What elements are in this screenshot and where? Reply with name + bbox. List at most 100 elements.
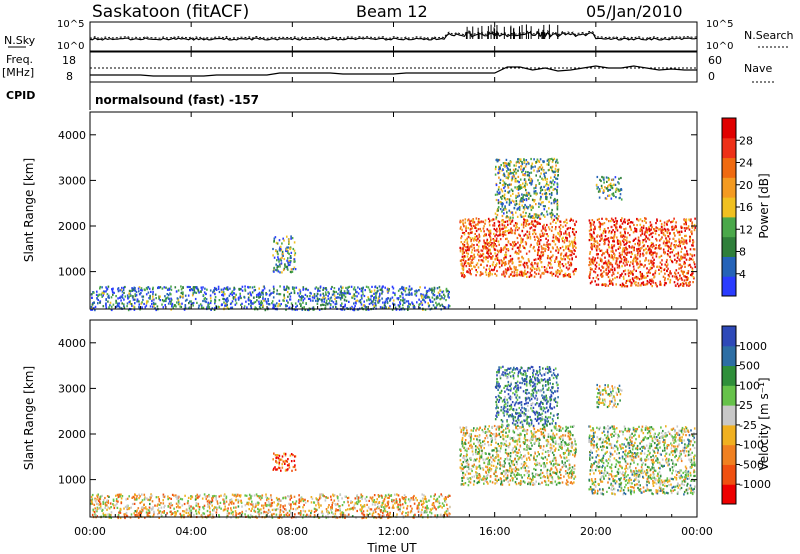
data-cell [525,219,527,223]
data-cell [182,286,184,289]
data-cell [140,510,143,513]
data-cell [622,270,625,273]
data-cell [319,495,321,498]
data-cell [462,243,464,246]
data-cell [646,267,648,270]
data-cell [667,245,669,248]
data-cell [381,504,383,507]
data-cell [129,302,132,305]
data-cell [635,284,637,287]
nsky-label: N.Sky [4,34,36,47]
data-cell [137,287,140,290]
cpid-text: normalsound (fast) -157 [95,93,259,107]
data-cell [647,271,650,274]
data-cell [471,227,474,230]
data-cell [402,307,404,310]
data-cell [503,272,505,275]
data-cell [496,256,499,259]
data-cell [460,262,463,265]
data-cell [275,249,277,252]
data-cell [679,274,681,277]
data-cell [478,259,480,262]
data-cell [670,244,672,247]
data-cell [565,254,567,257]
data-cell [599,222,601,225]
data-cell [96,507,99,510]
data-cell [628,240,630,243]
data-cell [542,205,545,208]
data-cell [572,270,575,273]
data-cell [108,507,111,510]
data-cell [512,245,514,248]
data-cell [610,220,612,223]
data-cell [660,247,662,250]
data-cell [517,158,519,161]
data-cell [688,258,691,261]
data-cell [530,178,533,181]
data-cell [680,267,682,270]
data-cell [422,511,425,514]
data-cell [654,271,656,274]
data-cell [300,510,302,513]
data-cell [293,288,295,291]
data-cell [374,508,376,511]
data-cell [222,288,225,291]
data-cell [508,203,511,206]
data-cell [534,267,536,270]
data-cell [542,254,544,257]
data-cell [666,241,668,244]
data-cell [431,289,433,292]
data-cell [250,305,252,308]
data-cell [112,503,114,506]
data-cell [263,285,265,288]
data-cell [590,236,592,239]
data-cell [513,164,515,167]
data-cell [611,178,614,181]
data-cell [300,297,303,300]
data-cell [198,512,200,515]
data-cell [208,505,210,508]
data-cell [503,274,505,277]
data-cell [295,286,298,289]
data-cell [528,230,531,234]
data-cell [258,296,260,299]
data-cell [550,211,553,214]
data-cell [235,293,237,296]
data-cell [528,192,531,195]
data-cell [460,241,463,244]
data-cell [188,285,190,289]
data-cell [545,244,548,247]
data-cell [637,276,639,279]
data-cell [604,197,607,200]
data-cell [607,259,610,262]
data-cell [123,286,125,289]
data-cell [544,184,547,187]
data-cell [261,494,264,497]
data-cell [495,254,497,258]
data-cell [540,168,543,171]
data-cell [398,305,401,308]
data-cell [175,290,178,293]
data-cell [636,261,639,264]
data-cell [368,308,370,311]
data-cell [598,189,601,192]
data-cell [684,219,686,222]
data-cell [262,304,264,307]
data-cell [595,276,598,279]
data-cell [525,159,528,162]
data-cell [528,222,530,226]
data-cell [223,498,226,501]
data-cell [601,254,603,257]
data-cell [394,292,396,295]
data-cell [149,502,151,506]
data-cell [362,516,365,519]
data-cell [595,253,598,256]
data-cell [194,297,197,301]
data-cell [498,158,501,162]
data-cell [502,227,504,230]
data-cell [499,231,501,234]
data-cell [620,226,622,229]
data-cell [540,163,543,167]
data-cell [681,278,683,281]
data-cell [492,269,494,272]
